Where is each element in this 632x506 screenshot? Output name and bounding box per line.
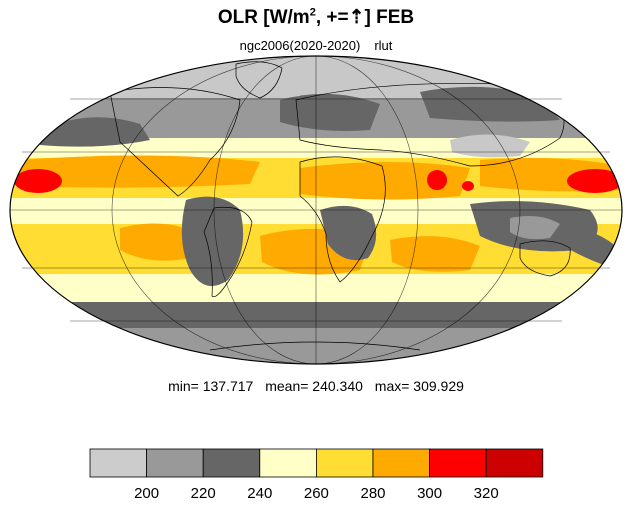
convection-spcz xyxy=(560,224,620,270)
colorbar-tick-label: 300 xyxy=(417,485,442,502)
colorbar-tick-label: 280 xyxy=(360,485,385,502)
colorbar-tick-label: 320 xyxy=(474,485,499,502)
map-title: OLR [W/m2, +=⇡] FEB xyxy=(217,6,415,28)
red-max-arabia xyxy=(427,170,447,190)
stat-max: max= 309.929 xyxy=(374,378,464,394)
convection-amazon xyxy=(181,196,244,287)
colorbar-tick-label: 220 xyxy=(191,485,216,502)
map-subtitle: ngc2006(2020-2020) rlut xyxy=(0,38,632,53)
variable-name: rlut xyxy=(374,38,393,53)
stat-min: min= 137.717 xyxy=(168,378,254,394)
light-patch-greenland xyxy=(230,65,300,98)
red-max-east-pacific xyxy=(14,169,62,193)
coast-north-america xyxy=(109,87,241,197)
colorbar-tick-label: 260 xyxy=(304,485,329,502)
orange-band-north-pacific xyxy=(20,155,260,188)
dark-patch-north-pacific xyxy=(40,117,150,147)
colorbar-box-2 xyxy=(202,448,261,478)
red-max-west-pacific xyxy=(567,169,622,193)
coast-greenland xyxy=(235,61,283,99)
convection-africa xyxy=(320,205,377,261)
stats-line: min= 137.717 mean= 240.340 max= 309.929 xyxy=(0,378,632,394)
light-tibet xyxy=(450,134,530,158)
colorbar-box-5 xyxy=(372,448,430,478)
coast-australia xyxy=(519,240,571,277)
dark-patch-north-atlantic xyxy=(280,93,380,131)
colorbar-tick-label: 200 xyxy=(134,485,159,502)
light-maritime-core xyxy=(510,216,560,240)
globe-outline xyxy=(9,55,623,365)
coast-antarctica xyxy=(209,341,421,351)
colorbar-tick-label: 240 xyxy=(247,485,272,502)
coast-africa xyxy=(299,156,386,283)
colorbar-box-6 xyxy=(429,448,487,478)
stat-mean: mean= 240.340 xyxy=(265,378,363,394)
coast-south-america xyxy=(203,206,253,298)
colorbar-box-1 xyxy=(146,448,204,478)
case-name: ngc2006(2020-2020) xyxy=(239,38,361,53)
colorbar-box-7 xyxy=(485,448,544,478)
colorbar-box-4 xyxy=(315,448,374,478)
red-max-india xyxy=(462,181,474,191)
colorbar-box-3 xyxy=(259,448,317,478)
orange-south-pacific xyxy=(120,223,200,261)
orange-indian-ocean xyxy=(390,236,480,272)
colorbar-box-0 xyxy=(89,448,147,478)
coast-eurasia xyxy=(295,83,565,167)
